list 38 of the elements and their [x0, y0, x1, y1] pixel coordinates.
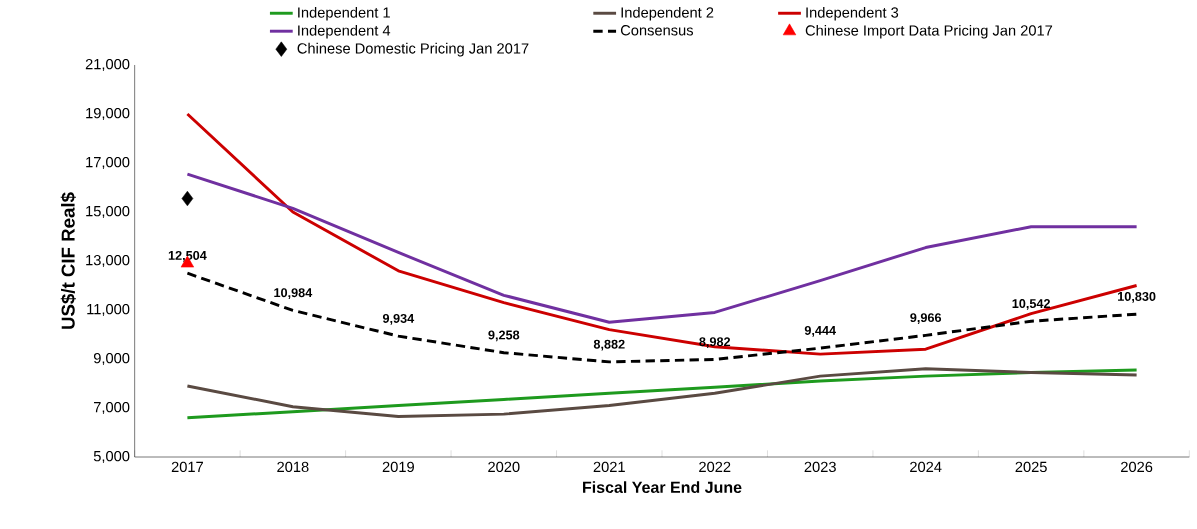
data-label: 9,444 — [804, 325, 836, 337]
y-tick-label: 11,000 — [87, 303, 130, 317]
data-label: 9,258 — [488, 330, 520, 342]
y-tick-label: 15,000 — [86, 205, 130, 219]
x-tick-label: 2022 — [699, 461, 731, 473]
x-tick-label: 2018 — [277, 461, 309, 473]
x-tick-label: 2026 — [1121, 461, 1153, 473]
x-tick-label: 2021 — [593, 461, 625, 473]
y-tick-label: 19,000 — [86, 107, 130, 121]
data-label: 8,982 — [699, 337, 731, 349]
y-tick-label: 13,000 — [86, 254, 130, 268]
data-label: 8,882 — [593, 339, 625, 351]
legend-label: Chinese Domestic Pricing Jan 2017 — [297, 42, 529, 57]
data-label: 10,984 — [274, 288, 313, 300]
legend-label: Independent 4 — [298, 24, 391, 39]
legend-label: Independent 2 — [621, 6, 714, 21]
data-label: 12,504 — [168, 250, 207, 262]
legend-label: Chinese Import Data Pricing Jan 2017 — [805, 24, 1053, 39]
y-axis-title: US$/t CIF Real$ — [60, 192, 76, 329]
x-tick-label: 2024 — [910, 461, 942, 473]
data-label: 10,542 — [1012, 299, 1051, 310]
x-tick-label: 2017 — [171, 461, 203, 473]
y-tick-label: 17,000 — [86, 156, 130, 170]
y-tick-label: 7,000 — [94, 401, 130, 415]
data-label: 9,966 — [910, 313, 942, 324]
data-label: 9,934 — [382, 313, 415, 325]
x-tick-label: 2019 — [382, 461, 414, 473]
y-tick-label: 21,000 — [85, 58, 130, 72]
x-axis-title: Fiscal Year End June — [583, 481, 742, 493]
y-tick-label: 5,000 — [93, 450, 130, 464]
legend-label: Independent 1 — [298, 6, 390, 21]
y-tick-label: 9,000 — [93, 352, 130, 366]
x-tick-label: 2025 — [1015, 461, 1047, 473]
x-tick-label: 2020 — [488, 461, 520, 473]
x-tick-label: 2023 — [804, 461, 836, 473]
legend-label: Consensus — [620, 25, 694, 36]
legend-label: Independent 3 — [806, 6, 899, 21]
data-label: 10,830 — [1118, 291, 1156, 303]
